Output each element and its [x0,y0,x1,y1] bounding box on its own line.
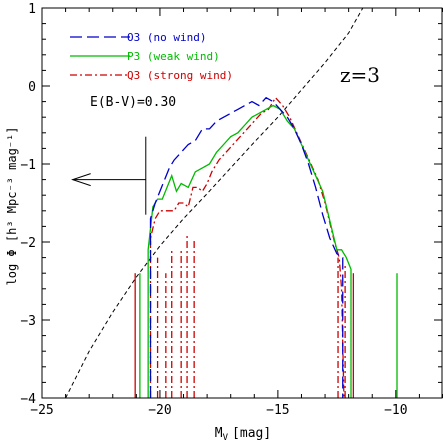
y-axis-title: log Φ [h³ Mpc⁻³ mag⁻¹] [5,127,19,286]
x-axis-title-main: M [215,426,223,441]
extinction-label: E(B-V)=0.30 [90,95,176,110]
legend-label: Q3 (strong wind) [127,69,233,82]
y-tick-label: 0 [28,80,36,95]
y-tick-label: −2 [20,236,36,251]
series-line-o3 [149,96,344,398]
x-tick-label: −15 [266,403,289,418]
axis-ticks: −25 −20 −15 −10−4−3−2−101 [20,2,443,418]
x-tick-label: −10 [384,403,407,418]
series-line-p3 [147,104,352,398]
x-axis-title-subscript: V [223,433,229,443]
legend-label: O3 (no wind) [127,31,206,44]
plot-area [65,8,398,398]
legend: O3 (no wind) P3 (weak wind) Q3 (strong win… [70,31,233,82]
y-tick-label: −1 [20,158,36,173]
y-tick-label: 1 [28,2,36,17]
model-curve [65,8,364,398]
x-axis-title: MV [mag] [215,426,271,443]
plot-content [65,8,398,398]
limit-arrow-head [71,173,91,187]
y-tick-label: −4 [20,392,36,407]
y-tick-label: −3 [20,314,36,329]
legend-label: P3 (weak wind) [127,50,220,63]
x-axis-title-unit: [mag] [232,426,271,441]
x-tick-label: −20 [148,403,171,418]
x-tick-label: −25 [30,403,53,418]
plot-frame [41,7,443,399]
redshift-label: z=3 [340,63,380,87]
